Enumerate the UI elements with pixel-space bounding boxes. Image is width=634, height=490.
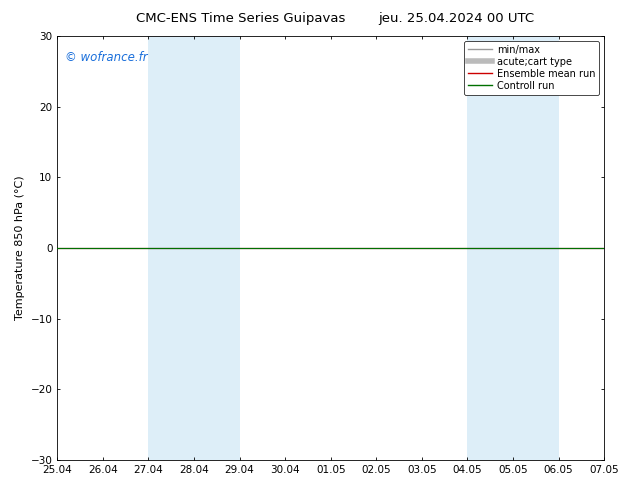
Bar bbox=[467, 36, 559, 460]
Y-axis label: Temperature 850 hPa (°C): Temperature 850 hPa (°C) bbox=[15, 176, 25, 320]
Legend: min/max, acute;cart type, Ensemble mean run, Controll run: min/max, acute;cart type, Ensemble mean … bbox=[464, 41, 599, 95]
Text: © wofrance.fr: © wofrance.fr bbox=[65, 51, 148, 64]
Bar bbox=[148, 36, 240, 460]
Text: CMC-ENS Time Series Guipavas: CMC-ENS Time Series Guipavas bbox=[136, 12, 346, 25]
Text: jeu. 25.04.2024 00 UTC: jeu. 25.04.2024 00 UTC bbox=[378, 12, 534, 25]
